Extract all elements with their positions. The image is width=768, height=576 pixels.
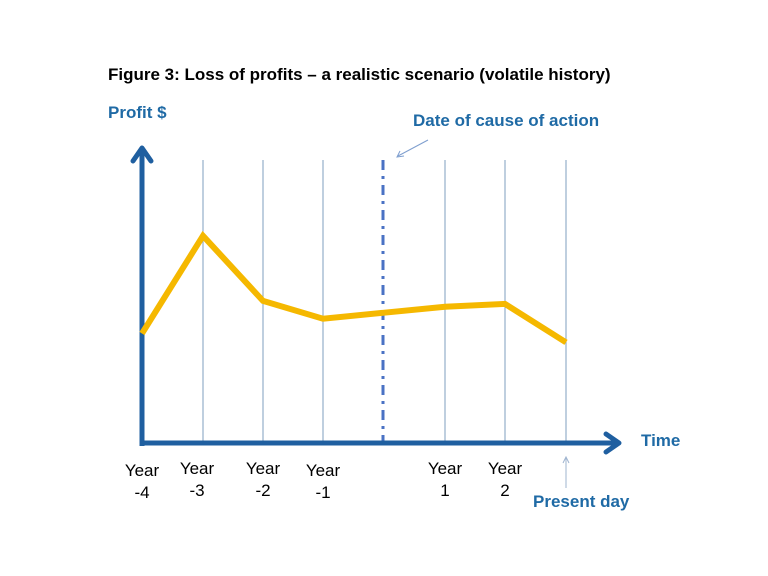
chart-title: Figure 3: Loss of profits – a realistic … [108, 65, 611, 84]
x-tick-label: Year [306, 461, 341, 480]
cause-pointer-arrow [397, 139, 429, 157]
axes [130, 145, 622, 455]
annotation-pointers [396, 139, 570, 488]
x-tick-label: Year [488, 459, 523, 478]
x-tick-label: 1 [440, 481, 449, 500]
y-axis-label: Profit $ [108, 103, 167, 122]
x-tick-label: Year [125, 461, 160, 480]
tick-labels: Year -4 Year -3 Year -2 Year -1 Year 1 Year 2 [125, 459, 523, 502]
cause-pointer-arrowhead [396, 150, 405, 158]
x-tick-label: 2 [500, 481, 509, 500]
gridlines [202, 160, 567, 443]
present-day-label: Present day [533, 492, 630, 511]
x-tick-label: Year [180, 459, 215, 478]
x-tick-label: -2 [255, 481, 270, 500]
present-day-pointer-arrowhead [562, 455, 570, 464]
cause-of-action-label: Date of cause of action [413, 111, 599, 130]
x-tick-label: -4 [134, 483, 149, 502]
x-axis-label: Time [641, 431, 680, 450]
x-tick-label: Year [246, 459, 281, 478]
x-tick-label: Year [428, 459, 463, 478]
series-group [139, 230, 568, 345]
x-tick-label: -3 [189, 481, 204, 500]
x-tick-label: -1 [315, 483, 330, 502]
x-axis-arrowhead [603, 431, 622, 455]
series-line-profit [139, 230, 568, 345]
y-axis-arrowhead [130, 145, 154, 164]
